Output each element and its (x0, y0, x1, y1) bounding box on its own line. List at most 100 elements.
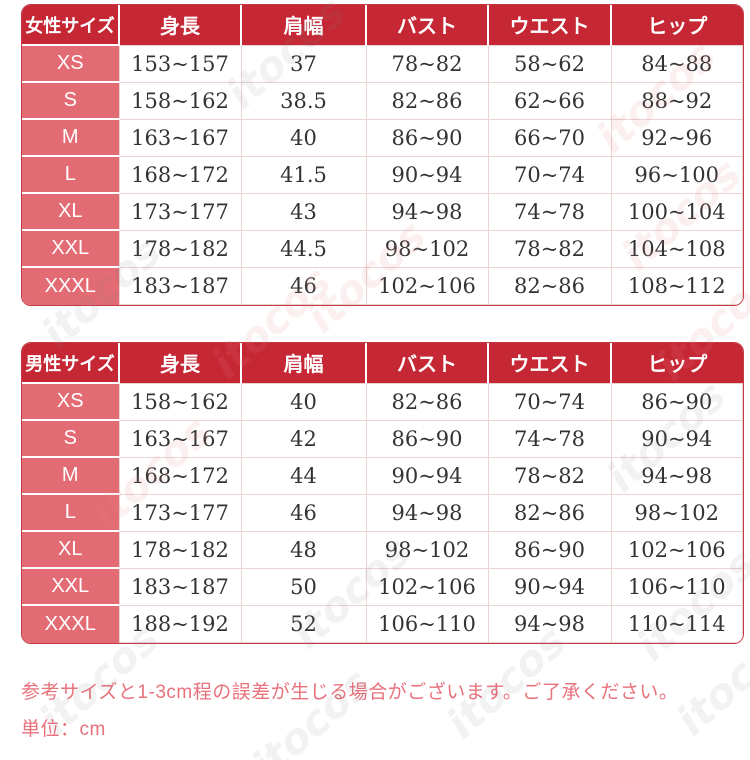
measurement-cell: 106~110 (365, 604, 489, 643)
measurement-cell: 178~182 (118, 229, 242, 268)
measurement-cell: 88~92 (610, 81, 743, 120)
measurement-cell: 37 (240, 44, 367, 83)
measurement-cell: 84~88 (610, 44, 743, 83)
table-row: S 158~162 38.5 82~86 62~66 88~92 (22, 81, 743, 120)
table-row: XS 158~162 40 82~86 70~74 86~90 (22, 381, 743, 421)
column-header: ヒップ (610, 5, 743, 45)
size-label-cell: M (22, 456, 119, 495)
measurement-cell: 58~62 (487, 44, 612, 83)
size-label-cell: XL (22, 192, 119, 231)
tolerance-note: 参考サイズと1-3cm程の誤差が生じる場合がございます。ご了承ください。 (21, 682, 679, 703)
size-label-cell: L (22, 155, 119, 194)
measurement-cell: 102~106 (365, 266, 489, 305)
measurement-cell: 163~167 (118, 118, 242, 157)
measurement-cell: 104~108 (610, 229, 743, 268)
measurement-cell: 153~157 (118, 44, 242, 83)
measurement-cell: 74~78 (487, 419, 612, 458)
table-title-cell: 女性サイズ (22, 5, 119, 45)
measurement-cell: 98~102 (365, 229, 489, 268)
measurement-cell: 70~74 (487, 382, 612, 421)
measurement-cell: 46 (240, 493, 367, 532)
measurement-cell: 86~90 (610, 382, 743, 421)
measurement-cell: 106~110 (610, 567, 743, 606)
measurement-cell: 173~177 (118, 493, 242, 532)
measurement-cell: 48 (240, 530, 367, 569)
table-row: XS 153~157 37 78~82 58~62 84~88 (22, 43, 743, 83)
column-header: 身長 (118, 5, 241, 45)
measurement-cell: 110~114 (610, 604, 743, 643)
measurement-cell: 94~98 (610, 456, 743, 495)
measurement-cell: 183~187 (118, 567, 242, 606)
measurement-cell: 70~74 (487, 155, 612, 194)
table-row: M 163~167 40 86~90 66~70 92~96 (22, 118, 743, 157)
size-label-cell: S (22, 81, 119, 120)
measurement-cell: 100~104 (610, 192, 743, 231)
measurement-cell: 163~167 (118, 419, 242, 458)
table-row: L 173~177 46 94~98 82~86 98~102 (22, 493, 743, 532)
table-row: XXXL 188~192 52 106~110 94~98 110~114 (22, 604, 743, 643)
measurement-cell: 78~82 (487, 229, 612, 268)
table-title-cell: 男性サイズ (22, 343, 119, 383)
measurement-cell: 74~78 (487, 192, 612, 231)
size-label-cell: XS (22, 381, 119, 421)
measurement-cell: 44.5 (240, 229, 367, 268)
table-row: XL 173~177 43 94~98 74~78 100~104 (22, 192, 743, 231)
size-label-cell: XXXL (22, 604, 119, 643)
table-row: S 163~167 42 86~90 74~78 90~94 (22, 419, 743, 458)
measurement-cell: 168~172 (118, 456, 242, 495)
measurement-cell: 158~162 (118, 81, 242, 120)
column-header: 身長 (118, 343, 241, 383)
size-label-cell: XXL (22, 229, 119, 268)
measurement-cell: 43 (240, 192, 367, 231)
measurement-cell: 82~86 (487, 493, 612, 532)
size-label-cell: L (22, 493, 119, 532)
table-row: L 168~172 41.5 90~94 70~74 96~100 (22, 155, 743, 194)
measurement-cell: 102~106 (365, 567, 489, 606)
measurement-cell: 86~90 (487, 530, 612, 569)
measurement-cell: 90~94 (365, 456, 489, 495)
measurement-cell: 46 (240, 266, 367, 305)
measurement-cell: 38.5 (240, 81, 367, 120)
measurement-cell: 40 (240, 118, 367, 157)
measurement-cell: 173~177 (118, 192, 242, 231)
measurement-cell: 98~102 (365, 530, 489, 569)
header-row: 男性サイズ 身長 肩幅 バスト ウエスト ヒップ (22, 343, 743, 383)
measurement-cell: 82~86 (365, 81, 489, 120)
measurement-cell: 90~94 (365, 155, 489, 194)
measurement-cell: 178~182 (118, 530, 242, 569)
column-header: バスト (365, 343, 488, 383)
column-header: 肩幅 (240, 343, 366, 383)
measurement-cell: 94~98 (487, 604, 612, 643)
size-label-cell: XL (22, 530, 119, 569)
column-header: ウエスト (487, 343, 611, 383)
measurement-cell: 94~98 (365, 192, 489, 231)
women-size-table: 女性サイズ 身長 肩幅 バスト ウエスト ヒップ XS 153~157 37 78~82 58~62… (21, 4, 744, 306)
measurement-cell: 82~86 (487, 266, 612, 305)
size-label-cell: M (22, 118, 119, 157)
measurement-cell: 86~90 (365, 118, 489, 157)
size-label-cell: XXXL (22, 266, 119, 305)
measurement-cell: 78~82 (487, 456, 612, 495)
measurement-cell: 90~94 (487, 567, 612, 606)
size-label-cell: XS (22, 43, 119, 83)
measurement-cell: 98~102 (610, 493, 743, 532)
size-table: 女性サイズ 身長 肩幅 バスト ウエスト ヒップ XS 153~157 37 78~82 58~62… (22, 5, 743, 305)
men-size-table: 男性サイズ 身長 肩幅 バスト ウエスト ヒップ XS 158~162 40 82~86 70~74… (21, 342, 744, 644)
measurement-cell: 41.5 (240, 155, 367, 194)
measurement-cell: 108~112 (610, 266, 743, 305)
measurement-cell: 183~187 (118, 266, 242, 305)
measurement-cell: 92~96 (610, 118, 743, 157)
header-row: 女性サイズ 身長 肩幅 バスト ウエスト ヒップ (22, 5, 743, 45)
measurement-cell: 50 (240, 567, 367, 606)
column-header: バスト (365, 5, 488, 45)
table-row: XXL 178~182 44.5 98~102 78~82 104~108 (22, 229, 743, 268)
size-table: 男性サイズ 身長 肩幅 バスト ウエスト ヒップ XS 158~162 40 82~86 70~74… (22, 343, 743, 643)
measurement-cell: 94~98 (365, 493, 489, 532)
column-header: ヒップ (610, 343, 743, 383)
measurement-cell: 66~70 (487, 118, 612, 157)
measurement-cell: 44 (240, 456, 367, 495)
measurement-cell: 42 (240, 419, 367, 458)
measurement-cell: 102~106 (610, 530, 743, 569)
measurement-cell: 78~82 (365, 44, 489, 83)
